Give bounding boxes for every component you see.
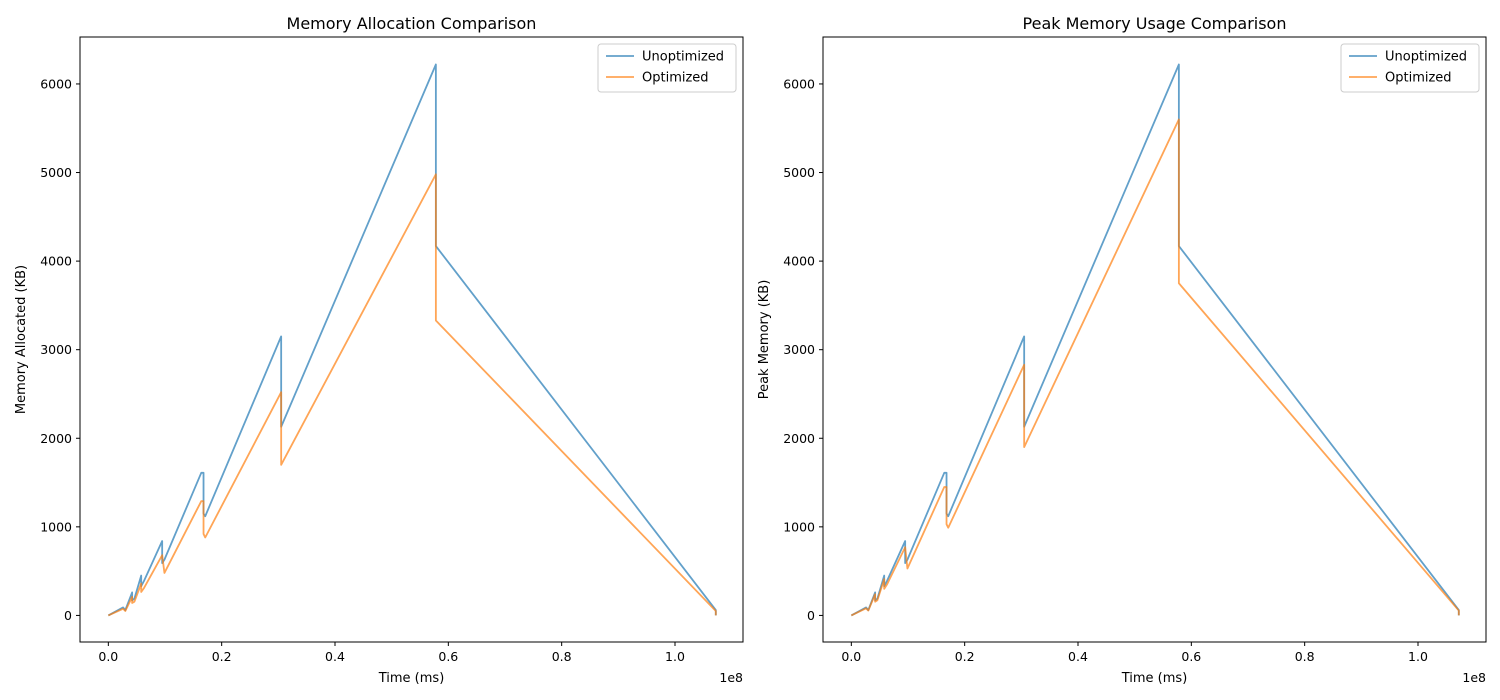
y-tick-label: 3000: [40, 342, 72, 357]
x-tick-label: 0.6: [1181, 649, 1201, 664]
y-tick-label: 5000: [783, 165, 815, 180]
x-offset-label: 1e8: [1462, 670, 1486, 685]
x-axis-label: Time (ms): [1121, 671, 1188, 686]
legend-label: Unoptimized: [1385, 50, 1467, 65]
series-line-optimized: [107, 173, 717, 617]
y-axis-label: Memory Allocated (KB): [14, 265, 29, 414]
x-tick-label: 0.0: [841, 649, 861, 664]
x-axis-label: Time (ms): [378, 671, 445, 686]
y-tick-label: 4000: [40, 254, 72, 269]
x-tick-label: 0.4: [1068, 649, 1088, 664]
x-tick-label: 0.2: [212, 649, 232, 664]
chart-title: Memory Allocation Comparison: [287, 14, 537, 33]
x-tick-label: 1.0: [1408, 649, 1428, 664]
chart-2: 0.0 0.2 0.4 0.6 0.8 1.0 0 1000 2000 3000 4000 5000 6…: [757, 14, 1487, 686]
chart-1: 0.0 0.2 0.4 0.6 0.8 1.0 0 1000 2000 3000 4000 5000 6…: [14, 14, 744, 686]
y-tick-label: 6000: [40, 76, 72, 91]
series-line-unoptimized: [107, 63, 717, 617]
y-tick-label: 0: [807, 608, 815, 623]
y-tick-label: 1000: [40, 519, 72, 534]
y-tick-label: 1000: [783, 519, 815, 534]
x-tick-label: 0.6: [438, 649, 458, 664]
y-tick-label: 6000: [783, 76, 815, 91]
legend-label: Optimized: [1385, 71, 1452, 86]
legend: Unoptimized Optimized: [597, 43, 737, 93]
y-tick-label: 3000: [783, 342, 815, 357]
axes-frame: [822, 36, 1487, 643]
y-tick-label: 2000: [783, 431, 815, 446]
legend-label: Unoptimized: [642, 50, 724, 65]
legend-label: Optimized: [642, 71, 709, 86]
x-tick-label: 0.8: [552, 649, 572, 664]
chart-title: Peak Memory Usage Comparison: [1023, 14, 1287, 33]
y-tick-label: 4000: [783, 254, 815, 269]
x-tick-label: 0.4: [325, 649, 345, 664]
x-tick-label: 1.0: [665, 649, 685, 664]
x-tick-label: 0.0: [98, 649, 118, 664]
y-tick-label: 5000: [40, 165, 72, 180]
legend: Unoptimized Optimized: [1340, 43, 1480, 93]
axes-frame: [79, 36, 744, 643]
x-tick-label: 0.2: [955, 649, 975, 664]
y-axis-label: Peak Memory (KB): [757, 280, 772, 400]
series-line-optimized: [850, 118, 1460, 617]
y-tick-label: 2000: [40, 431, 72, 446]
y-tick-label: 0: [64, 608, 72, 623]
x-tick-label: 0.8: [1295, 649, 1315, 664]
series-line-unoptimized: [850, 63, 1460, 617]
x-offset-label: 1e8: [719, 670, 743, 685]
